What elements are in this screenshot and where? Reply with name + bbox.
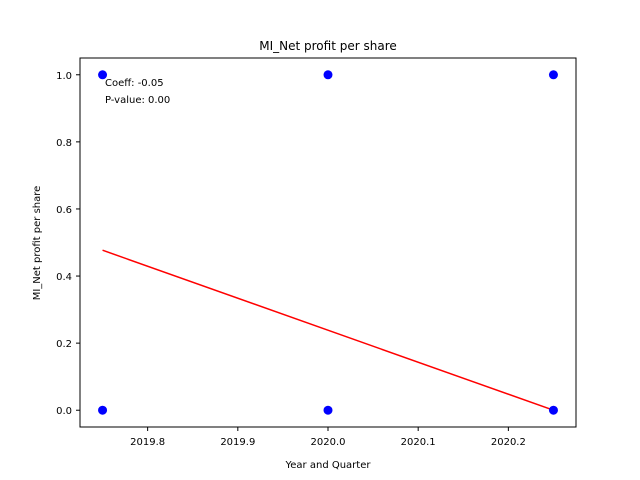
data-point	[98, 70, 108, 80]
y-tick-label: 0.4	[56, 272, 72, 283]
axes-frame	[79, 57, 577, 428]
x-axis: 2019.8 2019.9 2020.0 2020.1 2020.2	[130, 427, 526, 448]
y-tick-label: 0.6	[56, 205, 72, 216]
data-point	[98, 405, 108, 415]
x-tick-label: 2019.9	[220, 437, 255, 448]
y-tick-label: 1.0	[56, 71, 72, 82]
y-axis-label: MI_Net profit per share	[32, 186, 43, 301]
data-point	[323, 405, 333, 415]
y-axis: 0.0 0.2 0.4 0.6 0.8 1.0	[56, 71, 80, 417]
trend-line	[102, 249, 554, 411]
y-tick-label: 0.2	[56, 339, 72, 350]
data-point	[548, 70, 558, 80]
data-point	[323, 70, 333, 80]
y-tick-label: 0.0	[56, 406, 72, 417]
y-tick-label: 0.8	[56, 138, 72, 149]
x-tick-label: 2020.1	[401, 437, 436, 448]
chart-title: MI_Net profit per share	[259, 39, 397, 53]
x-tick-label: 2020.0	[311, 437, 346, 448]
x-tick-label: 2020.2	[491, 437, 526, 448]
annotation-pvalue: P-value: 0.00	[105, 95, 170, 106]
plot-area	[79, 57, 577, 428]
data-point	[548, 405, 558, 415]
x-tick-label: 2019.8	[130, 437, 165, 448]
annotation-coeff: Coeff: -0.05	[105, 78, 164, 89]
x-axis-label: Year and Quarter	[285, 460, 372, 471]
